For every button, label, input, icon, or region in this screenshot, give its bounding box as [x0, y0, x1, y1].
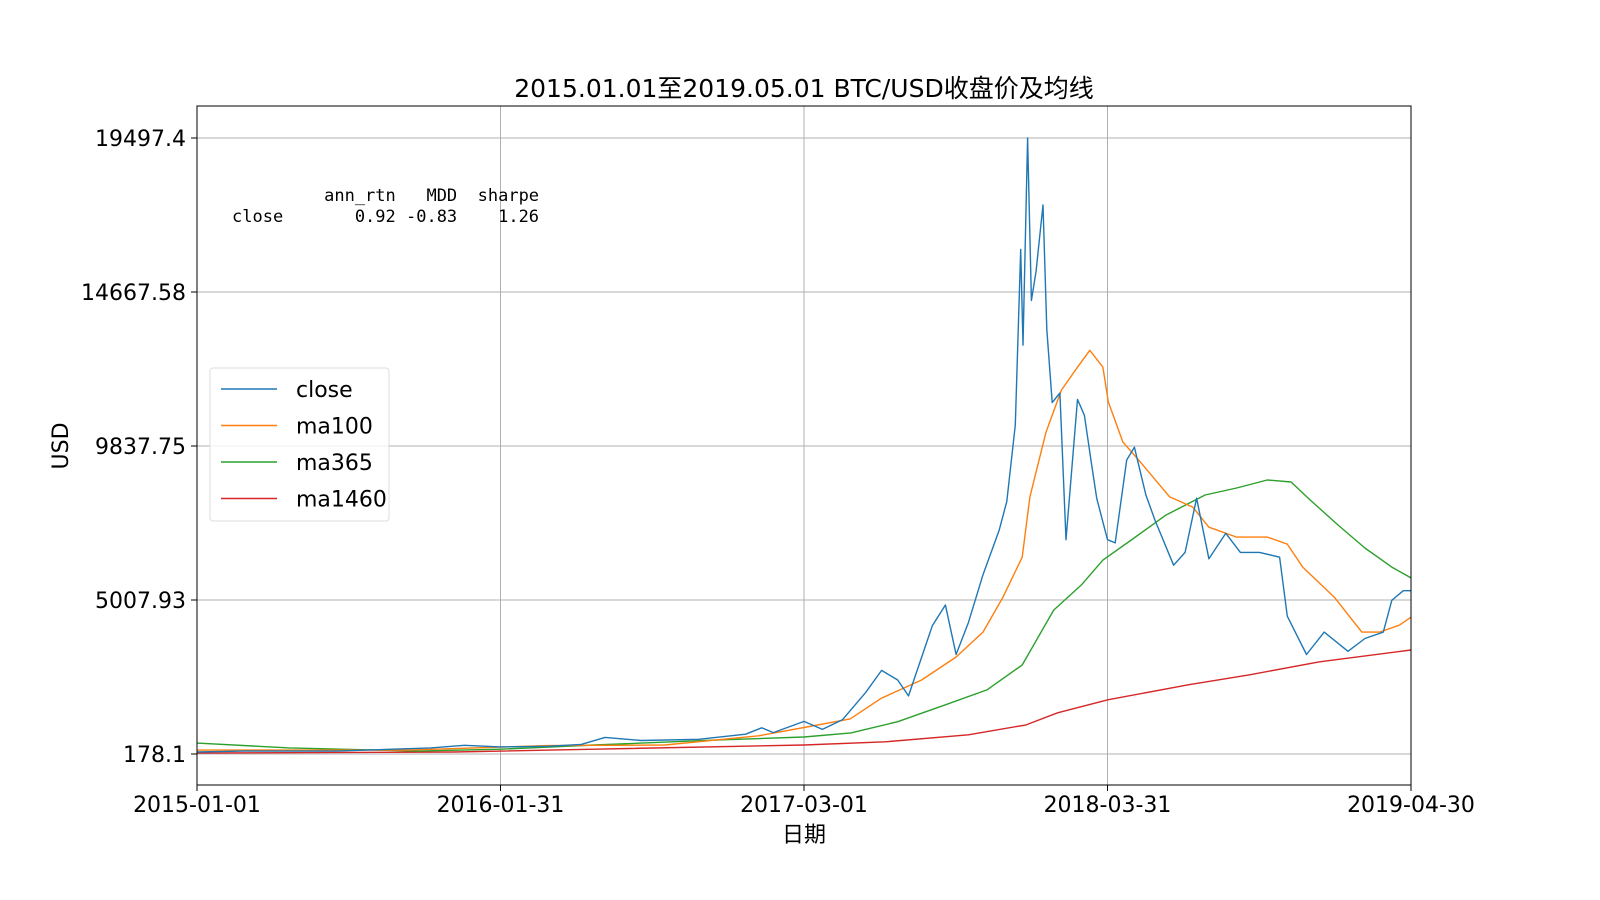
legend-label-ma1460: ma1460 [296, 488, 387, 513]
legend-label-close: close [296, 378, 353, 403]
stats-header: ann_rtn MDD sharpe [232, 186, 540, 206]
y-tick-label: 14667.58 [81, 281, 186, 306]
chart-title: 2015.01.01至2019.05.01 BTC/USD收盘价及均线 [514, 74, 1093, 103]
y-tick-label: 9837.75 [95, 435, 186, 460]
x-tick-label: 2017-03-01 [740, 793, 868, 818]
stats-table: ann_rtn MDD sharpe close 0.92 -0.83 1.26 [232, 186, 539, 228]
y-tick-label: 19497.4 [95, 127, 186, 152]
legend: close ma100 ma365 ma1460 [209, 367, 390, 522]
series-line-close [196, 137, 1411, 753]
series-line-ma100 [197, 349, 1412, 751]
x-tick-label: 2019-04-30 [1347, 793, 1475, 818]
legend-label-ma100: ma100 [296, 415, 373, 440]
legend-label-ma365: ma365 [296, 451, 373, 476]
stats-row-close: close 0.92 -0.83 1.26 [232, 207, 540, 227]
x-tick-label: 2016-01-31 [437, 793, 565, 818]
x-tick-label: 2018-03-31 [1044, 793, 1172, 818]
series-lines [196, 137, 1412, 754]
x-tick-label: 2015-01-01 [133, 793, 261, 818]
series-line-ma1460 [196, 649, 1412, 754]
x-axis-label: 日期 [782, 823, 826, 848]
y-axis-label: USD [49, 422, 74, 469]
legend-box [209, 367, 390, 522]
ticks: 2015-01-01 2016-01-31 2017-03-01 2018-03-31… [81, 127, 1475, 818]
y-tick-label: 178.1 [123, 743, 186, 768]
series-line-ma365 [196, 479, 1412, 752]
y-tick-label: 5007.93 [95, 589, 186, 614]
